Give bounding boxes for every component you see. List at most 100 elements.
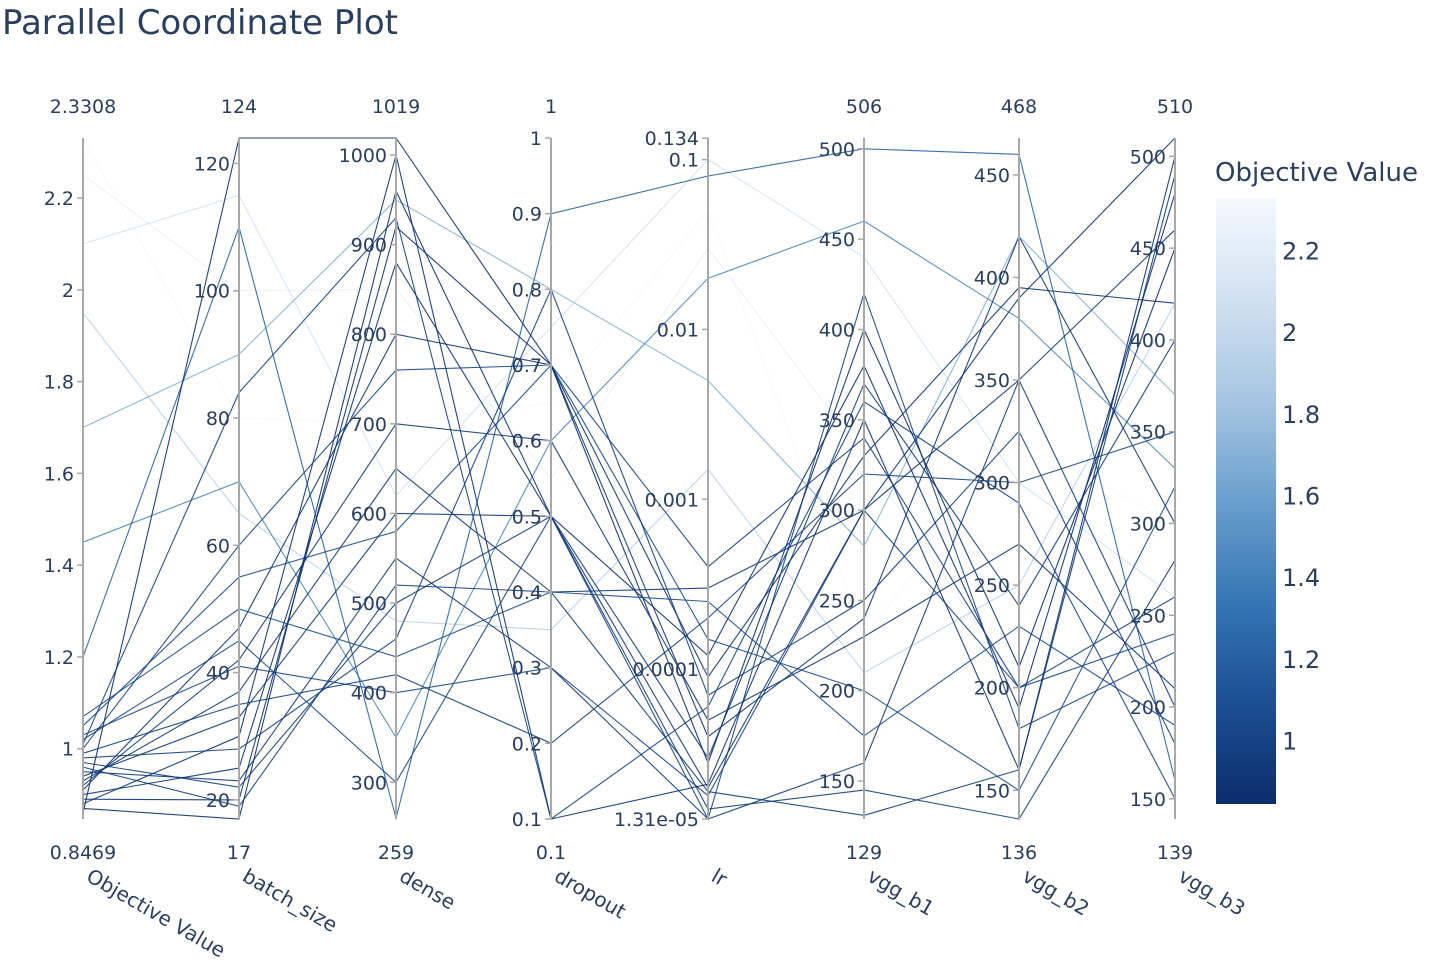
trial-line — [82, 302, 1176, 674]
colorbar-tick-label: 2.2 — [1282, 237, 1320, 265]
colorbar-tick-label: 2 — [1282, 319, 1297, 347]
axis-tick-label: 1.6 — [44, 463, 74, 485]
colorbar-title: Objective Value — [1215, 158, 1418, 188]
axis-tick-label: 150 — [819, 771, 855, 793]
axis-tick-label: 0.001 — [645, 489, 699, 511]
trial-line — [82, 287, 1176, 759]
axis-tick-label: 350 — [819, 410, 855, 432]
axis-tick-label: 300 — [974, 473, 1010, 495]
trial-line — [82, 154, 1176, 820]
axis-tick-label: 300 — [819, 500, 855, 522]
axis-title: vgg_b3 — [1175, 864, 1250, 921]
chart-title: Parallel Coordinate Plot — [2, 3, 398, 43]
axis-tick-label: 0.5 — [512, 506, 542, 528]
axis-tick-label: 600 — [351, 503, 387, 525]
axis-tick-label: 0.134 — [645, 128, 699, 150]
axis-tick-label: 300 — [351, 772, 387, 794]
colorbar-tick-label: 1.2 — [1282, 646, 1320, 674]
axis-tick-label: 0.7 — [512, 355, 542, 377]
axis-title: dropout — [551, 864, 631, 924]
axis-tick-label: 0.01 — [657, 319, 699, 341]
axis-tick-label: 2 — [62, 280, 74, 302]
colorbar-tick-label: 1 — [1282, 727, 1297, 755]
axis-tick-label: 400 — [351, 683, 387, 705]
axis-lr[interactable]: 1.31e-05 0.0001 0.001 0.01 0.10.134 lr — [614, 128, 732, 892]
axis-tick-label: 80 — [206, 408, 230, 430]
trial-line — [82, 225, 1176, 801]
axis-title: Objective Value — [83, 864, 230, 963]
trial-line — [82, 431, 1176, 754]
trial-line — [82, 189, 1176, 820]
axis-max-label: 2.3308 — [50, 96, 116, 118]
axis-tick-label: 250 — [1130, 605, 1166, 627]
colorbar-tick-label: 1.6 — [1282, 482, 1320, 510]
trial-line — [82, 423, 1176, 786]
axis-tick-label: 150 — [974, 780, 1010, 802]
axis-title: vgg_b2 — [1019, 864, 1094, 921]
axis-min-label: 136 — [1001, 842, 1037, 864]
colorbar-gradient — [1216, 198, 1276, 804]
axis-tick-label: 0.0001 — [633, 659, 699, 681]
axis-tick-label: 40 — [206, 663, 230, 685]
trial-line — [82, 137, 1176, 796]
axis-tick-label: 20 — [206, 790, 230, 812]
axis-min-label: 259 — [378, 842, 414, 864]
axis-tick-label: 800 — [351, 324, 387, 346]
trial-line — [82, 137, 1176, 814]
axis-tick-label: 0.2 — [512, 733, 542, 755]
axis-tick-label: 2.2 — [44, 188, 74, 210]
colorbar-tick-label: 1.8 — [1282, 401, 1320, 429]
trial-line — [82, 364, 1176, 792]
axis-tick-label: 500 — [1130, 146, 1166, 168]
axis-max-label: 506 — [846, 96, 882, 118]
axis-tick-label: 400 — [974, 267, 1010, 289]
axis-tick-label: 0.1 — [512, 809, 542, 831]
axis-tick-label: 350 — [974, 370, 1010, 392]
trial-line — [82, 509, 1176, 797]
axis-tick-label: 150 — [1130, 789, 1166, 811]
trial-line — [82, 137, 1176, 638]
axis-max-label: 1 — [545, 96, 557, 118]
axis-max-label: 124 — [221, 96, 257, 118]
trial-lines — [82, 137, 1176, 821]
axis-min-label: 139 — [1157, 842, 1193, 864]
axis-tick-label: 1.4 — [44, 555, 74, 577]
trial-line — [82, 378, 1176, 820]
axis-tick-label: 200 — [1130, 697, 1166, 719]
axis-max-label: 510 — [1157, 96, 1193, 118]
axis-tick-label: 900 — [351, 235, 387, 257]
trial-line — [82, 158, 1176, 598]
trial-line — [82, 339, 1176, 777]
axis-tick-label: 0.1 — [669, 150, 699, 172]
axis-max-label: 468 — [1001, 96, 1037, 118]
axis-tick-label: 500 — [819, 139, 855, 161]
trial-line — [82, 229, 1176, 782]
trial-line — [82, 515, 1176, 820]
axis-tick-label: 300 — [1130, 513, 1166, 535]
axis-min-label: 0.1 — [536, 842, 566, 864]
axis-tick-label: 1 — [530, 128, 542, 150]
axis-title: batch_size — [239, 864, 342, 937]
axis-tick-label: 0.9 — [512, 204, 542, 226]
axis-tick-label: 1.31e-05 — [614, 809, 699, 831]
axis-tick-label: 200 — [819, 681, 855, 703]
axis-tick-label: 1.2 — [44, 647, 74, 669]
axis-tick-label: 400 — [1130, 330, 1166, 352]
axis-tick-label: 0.6 — [512, 431, 542, 453]
axis-min-label: 129 — [846, 842, 882, 864]
axis-tick-label: 400 — [819, 319, 855, 341]
axis-min-label: 17 — [227, 842, 251, 864]
axis-tick-label: 0.8 — [512, 279, 542, 301]
axis-max-label: 1019 — [372, 96, 420, 118]
colorbar: Objective Value 1 1.2 1.4 1.6 1.8 2 2.2 — [1215, 158, 1418, 804]
trial-line — [82, 364, 1176, 750]
axis-min-label: 0.8469 — [50, 842, 116, 864]
axis-title: lr — [708, 864, 733, 892]
axis-tick-label: 700 — [351, 414, 387, 436]
